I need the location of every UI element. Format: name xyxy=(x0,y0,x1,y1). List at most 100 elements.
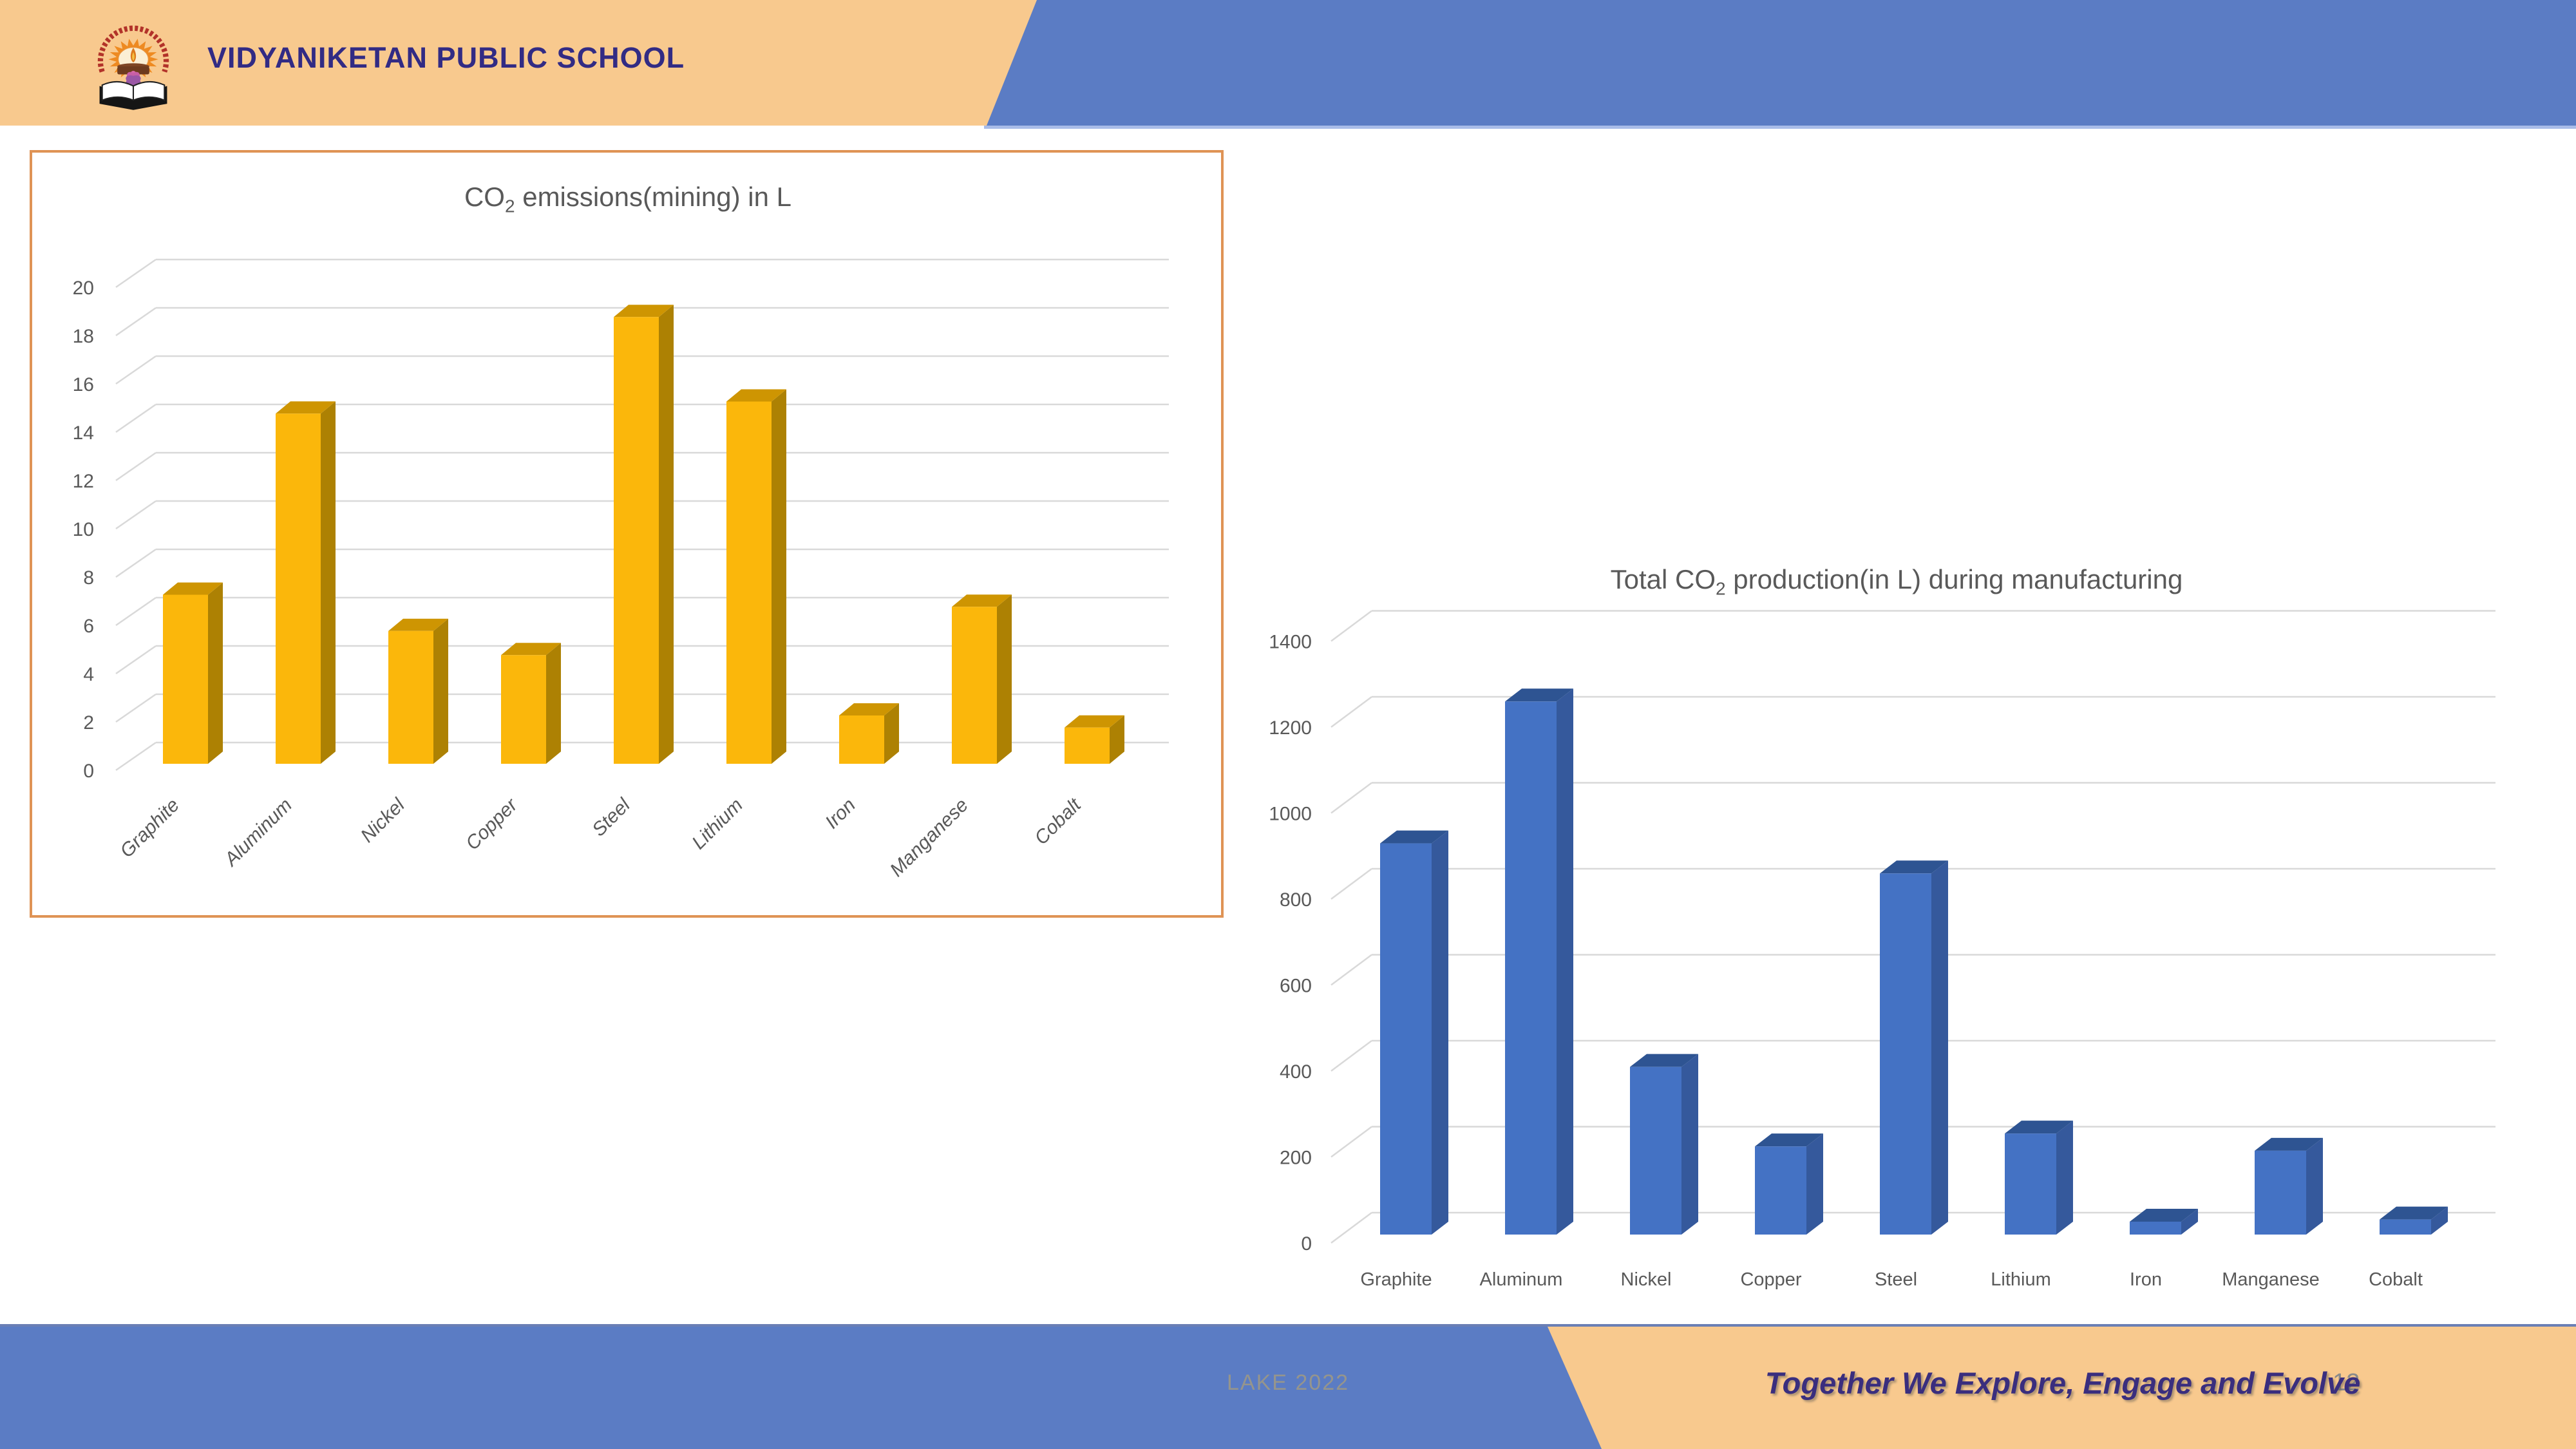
header-bottom-edge xyxy=(984,126,2576,129)
grid-connector xyxy=(1331,1126,1372,1158)
page-number: 12 xyxy=(2333,1369,2360,1396)
category-label-graphite: Graphite xyxy=(1360,1269,1432,1290)
manufacturing-production-chart: 0 200 400 600 800 1000 1200 1400 Graphite Aluminu… xyxy=(1269,610,2496,1290)
bar-side-face xyxy=(2431,1206,2448,1235)
bar-side-face xyxy=(659,305,674,764)
bar-front-face xyxy=(1755,1146,1806,1235)
category-label-copper: Copper xyxy=(1740,1269,1801,1290)
mining-emissions-bar-aluminum xyxy=(276,401,336,764)
grid-connector xyxy=(115,355,156,385)
manufacturing-production-bar-cobalt xyxy=(2380,1206,2448,1235)
bar-side-face xyxy=(433,618,448,764)
y-tick-label-20: 20 xyxy=(73,278,94,299)
y-tick-label-1000: 1000 xyxy=(1269,804,1312,825)
grid-connector xyxy=(115,451,156,482)
emissions-chart-box xyxy=(30,150,1224,918)
open-book-icon xyxy=(99,80,167,110)
bar-front-face xyxy=(388,630,433,764)
category-label-nickel: Nickel xyxy=(357,794,410,847)
flame-inner xyxy=(132,52,135,61)
bar-top-face xyxy=(839,703,899,715)
grid-connector xyxy=(1331,1039,1372,1072)
school-name: VIDYANIKETAN PUBLIC SCHOOL xyxy=(207,41,685,74)
mining-emissions-bar-nickel xyxy=(388,618,448,764)
manufacturing-production-bar-lithium xyxy=(2005,1121,2073,1235)
emissions-chart-title: CO2 emissions(mining) in L xyxy=(464,182,792,216)
bar-side-face xyxy=(1931,860,1948,1235)
grid-connector xyxy=(1331,782,1372,814)
mining-emissions-bar-lithium xyxy=(726,389,786,764)
lotus-icon xyxy=(126,71,141,89)
bar-top-face xyxy=(1880,860,1948,874)
mining-emissions-bar-steel xyxy=(614,305,674,764)
mining-emissions-bar-iron xyxy=(839,703,899,764)
y-tick-label-12: 12 xyxy=(73,471,94,492)
bar-side-face xyxy=(1110,715,1124,764)
bar-top-face xyxy=(501,643,561,656)
category-label-graphite: Graphite xyxy=(116,795,184,862)
grid-connector xyxy=(1331,954,1372,986)
bar-front-face xyxy=(952,607,997,764)
bar-front-face xyxy=(2005,1133,2056,1235)
manufacturing-production-bar-aluminum xyxy=(1505,688,1573,1235)
diya-base xyxy=(117,66,149,75)
category-label-lithium: Lithium xyxy=(688,795,747,854)
y-tick-label-2: 2 xyxy=(83,712,94,734)
category-label-iron: Iron xyxy=(821,795,860,833)
bar-front-face xyxy=(2380,1219,2431,1235)
y-tick-label-16: 16 xyxy=(73,374,94,395)
bar-front-face xyxy=(614,317,659,764)
bar-front-face xyxy=(276,413,321,764)
y-tick-label-200: 200 xyxy=(1280,1148,1312,1169)
mining-emissions-bar-manganese xyxy=(952,594,1012,764)
footer-slogan: Together We Explore, Engage and Evolve xyxy=(1765,1366,2361,1400)
category-label-steel: Steel xyxy=(1875,1269,1917,1290)
bar-front-face xyxy=(1065,727,1110,764)
grid-connector xyxy=(115,548,156,578)
bar-front-face xyxy=(839,715,884,764)
logo-arc-motto xyxy=(97,25,169,73)
category-label-cobalt: Cobalt xyxy=(1030,793,1086,849)
bar-top-face xyxy=(2005,1121,2073,1134)
bar-top-face xyxy=(2255,1137,2323,1151)
bar-side-face xyxy=(546,643,561,764)
grid-connector xyxy=(1331,867,1372,900)
manufacturing-production-bar-copper xyxy=(1755,1133,1823,1235)
y-tick-label-0: 0 xyxy=(83,761,94,782)
category-label-cobalt: Cobalt xyxy=(2369,1269,2423,1290)
grid-connector xyxy=(115,741,156,772)
bar-front-face xyxy=(1630,1066,1681,1235)
bar-side-face xyxy=(2181,1208,2198,1235)
mining-emissions-bar-copper xyxy=(501,643,561,764)
bar-front-face xyxy=(2255,1150,2306,1235)
manufacturing-production-bar-iron xyxy=(2130,1208,2198,1235)
bar-front-face xyxy=(1505,701,1557,1235)
category-label-nickel: Nickel xyxy=(1621,1269,1672,1290)
header-band: VIDYANIKETAN PUBLIC SCHOOL xyxy=(0,0,2576,129)
mining-emissions-bar-graphite xyxy=(163,582,223,764)
bar-top-face xyxy=(2130,1208,2198,1222)
bar-side-face xyxy=(1557,688,1573,1235)
grid-connector xyxy=(115,645,156,675)
grid-connector xyxy=(1331,696,1372,728)
y-tick-label-600: 600 xyxy=(1280,976,1312,997)
header-blue-shape xyxy=(987,0,2576,126)
y-tick-label-0: 0 xyxy=(1301,1233,1312,1255)
bar-top-face xyxy=(1505,688,1573,702)
bar-front-face xyxy=(501,655,546,764)
y-tick-label-1200: 1200 xyxy=(1269,717,1312,739)
y-tick-label-8: 8 xyxy=(83,567,94,589)
bar-front-face xyxy=(163,594,208,764)
manufacturing-production-bar-manganese xyxy=(2255,1137,2323,1235)
y-tick-label-4: 4 xyxy=(83,664,94,685)
category-label-aluminum: Aluminum xyxy=(1480,1269,1563,1290)
bar-top-face xyxy=(1065,715,1124,728)
category-label-manganese: Manganese xyxy=(2222,1269,2320,1290)
production-chart-title: Total CO2 production(in L) during manufa… xyxy=(1610,564,2183,599)
bar-top-face xyxy=(276,401,336,414)
grid-connector xyxy=(1331,1211,1372,1244)
footer-peach-shape xyxy=(1548,1327,2576,1449)
bar-top-face xyxy=(163,582,223,595)
bar-top-face xyxy=(952,594,1012,607)
